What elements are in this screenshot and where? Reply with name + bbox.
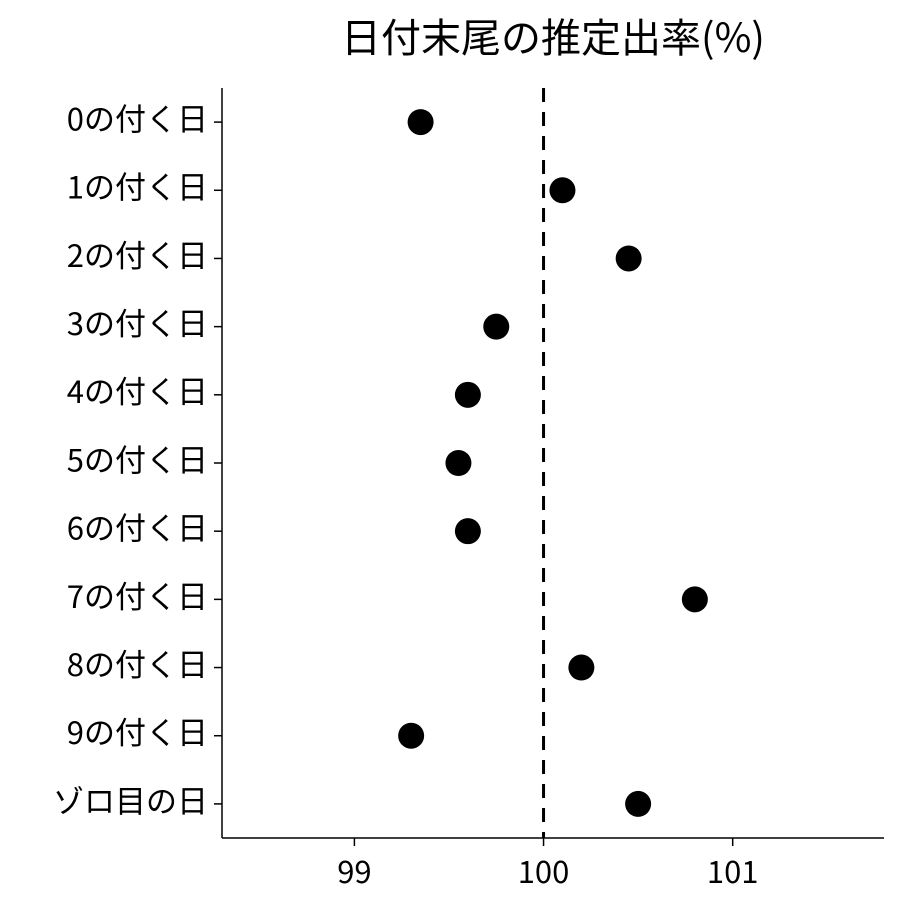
y-tick-label: 4の付く日 [67,367,208,412]
data-point [568,655,594,681]
data-point [483,314,509,340]
data-point [398,723,424,749]
x-tick-label: 100 [518,847,570,892]
data-point [408,109,434,135]
data-point [616,245,642,271]
data-point [455,382,481,408]
y-tick-label: 8の付く日 [67,640,208,685]
y-tick-label: 7の付く日 [67,572,208,617]
data-point [445,450,471,476]
y-tick-label: 1の付く日 [67,163,208,208]
y-ticks: 0の付く日 1の付く日 2の付く日 3の付く日 4の付く日 5の付く日 6の付く日 7の付く日… [53,95,222,822]
y-tick-label: 2の付く日 [67,231,208,276]
dot-plot: 日付末尾の推定出率(%) 0の付く日 1の付く日 2の付く日 3の付く日 4の付く日 5の… [0,0,900,900]
x-tick-label: 101 [707,847,759,892]
y-tick-label: 6の付く日 [67,504,208,549]
data-point [625,791,651,817]
data-point [549,177,575,203]
x-tick-label: 99 [337,847,371,892]
data-point [682,586,708,612]
chart-title: 日付末尾の推定出率(%) [341,6,765,64]
data-points [398,109,708,817]
y-tick-label: 3の付く日 [67,299,208,344]
y-tick-label: ゾロ目の日 [53,776,208,821]
y-tick-label: 5の付く日 [67,435,208,480]
data-point [455,518,481,544]
x-ticks: 99 100 101 [337,838,758,892]
y-tick-label: 0の付く日 [67,95,208,140]
y-tick-label: 9の付く日 [67,708,208,753]
